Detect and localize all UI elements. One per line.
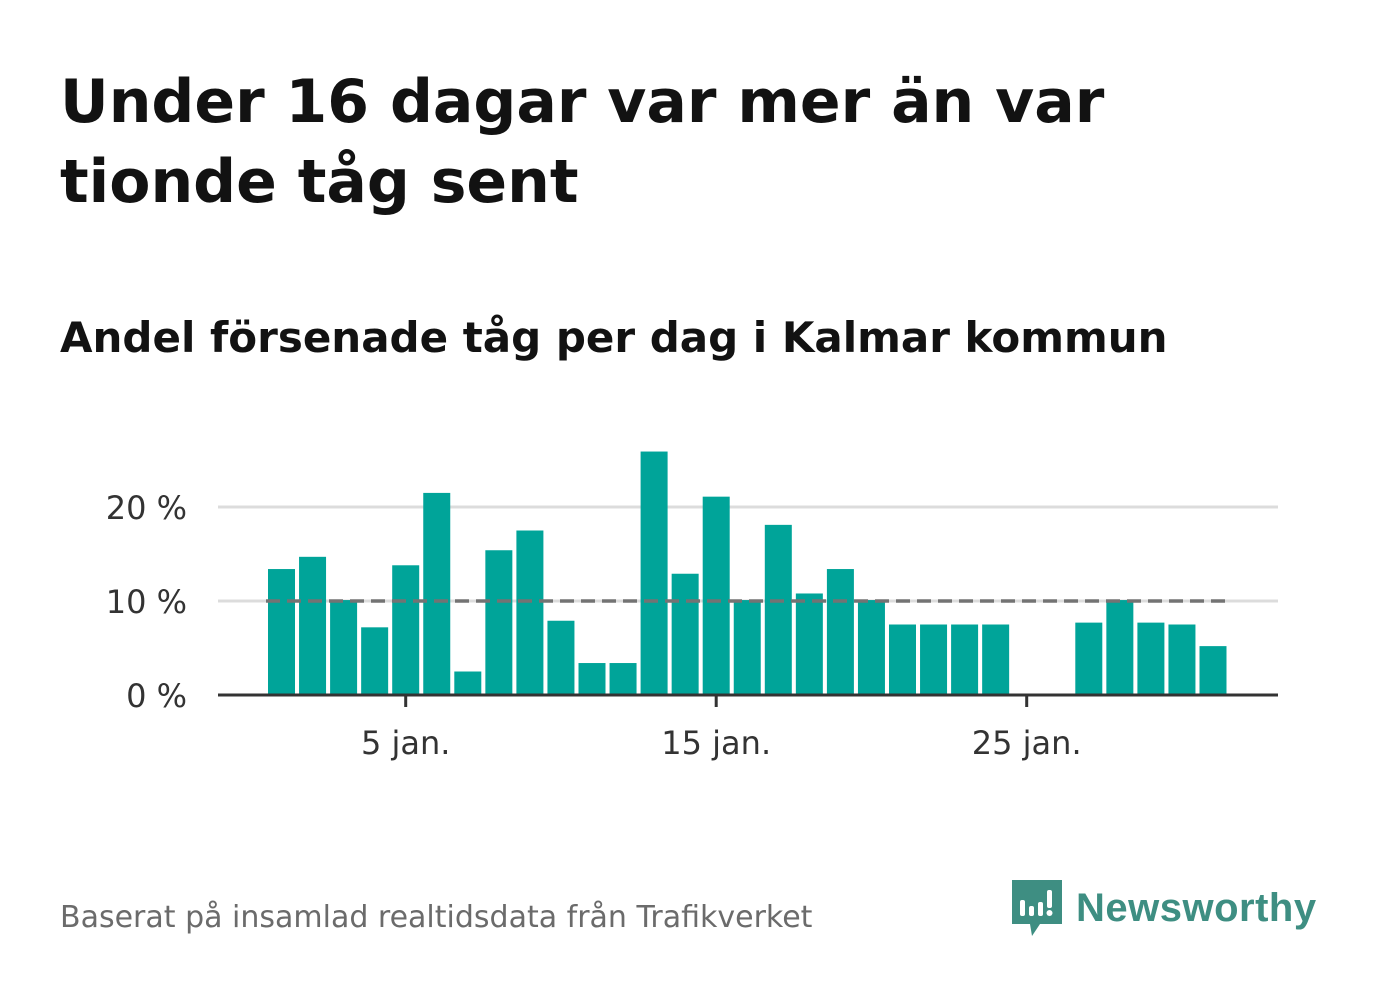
bar xyxy=(1137,622,1165,695)
bar xyxy=(299,556,327,695)
brand-logo: Newsworthy xyxy=(1010,878,1317,938)
bar xyxy=(1106,600,1134,695)
bar xyxy=(423,492,451,695)
bar xyxy=(640,451,668,695)
bar xyxy=(951,624,979,695)
bar xyxy=(795,593,823,695)
chart-title: Under 16 dagar var mer än var tionde tåg… xyxy=(60,67,1105,217)
bar xyxy=(609,663,637,695)
bar xyxy=(857,600,885,695)
bar xyxy=(826,569,854,695)
y-tick-label: 20 % xyxy=(106,489,187,527)
gridlines xyxy=(218,505,1278,603)
x-tick-label: 25 jan. xyxy=(972,724,1082,762)
x-tick-label: 5 jan. xyxy=(361,724,450,762)
bar xyxy=(982,624,1010,695)
bars xyxy=(268,451,1227,695)
bar xyxy=(547,620,575,695)
brand-name: Newsworthy xyxy=(1076,885,1317,930)
bar xyxy=(1075,622,1103,695)
y-tick-label: 10 % xyxy=(106,583,187,621)
bar xyxy=(702,496,730,695)
bar xyxy=(268,569,295,695)
bar xyxy=(485,550,513,695)
bar xyxy=(516,530,544,695)
bar xyxy=(454,671,482,695)
bar xyxy=(330,600,358,695)
bar xyxy=(578,663,606,695)
bar xyxy=(920,624,948,695)
bar xyxy=(1199,646,1227,695)
chart-subtitle: Andel försenade tåg per dag i Kalmar kom… xyxy=(60,313,1168,362)
bar xyxy=(889,624,916,695)
newsworthy-logo-icon xyxy=(1012,880,1062,936)
y-tick-label: 0 % xyxy=(126,677,187,715)
bar xyxy=(671,573,699,695)
bar xyxy=(1168,624,1196,695)
x-tick-label: 15 jan. xyxy=(661,724,771,762)
source-note: Baserat på insamlad realtidsdata från Tr… xyxy=(60,900,813,935)
bar xyxy=(392,565,420,695)
bar xyxy=(361,627,389,695)
bar xyxy=(764,524,792,695)
axes: 0 % 10 % 20 % 5 jan. 15 jan. 25 jan. xyxy=(106,489,1278,762)
bar xyxy=(733,600,761,695)
